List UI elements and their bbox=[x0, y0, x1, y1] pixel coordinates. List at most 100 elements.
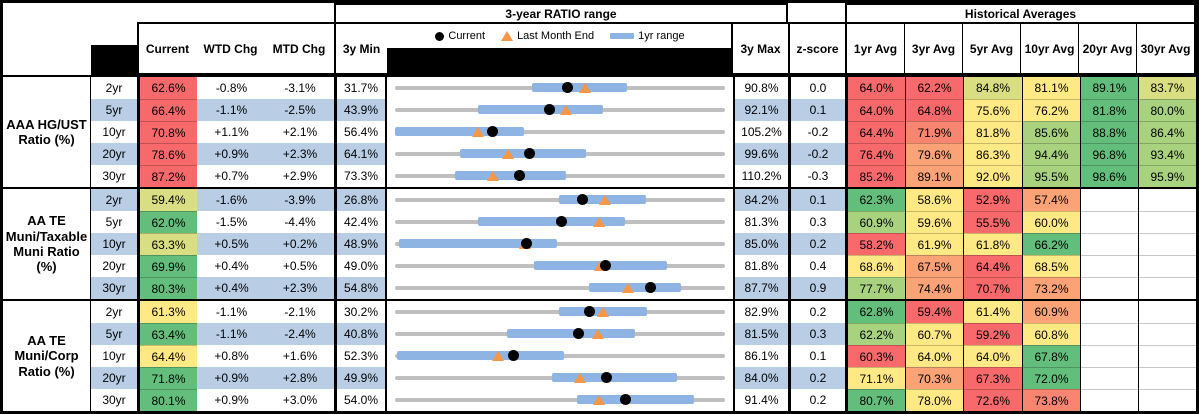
divider bbox=[1138, 389, 1139, 411]
table-row: 20yr 78.6% +0.9% +2.3% 64.1% 99.6% -0.2 76.4% 79… bbox=[91, 143, 1196, 165]
cell-10yr-avg: 73.8% bbox=[1023, 389, 1080, 411]
divider bbox=[1080, 189, 1081, 211]
cell-mtd-chg: -2.4% bbox=[266, 323, 334, 345]
group-label-line: (%) bbox=[36, 259, 57, 275]
cell-30yr-avg bbox=[1139, 211, 1196, 233]
last-month-end-marker bbox=[596, 307, 609, 317]
divider bbox=[1080, 77, 1081, 99]
table-row: 10yr 64.4% +0.8% +1.6% 52.3% 86.1% 0.1 60.3% 64.… bbox=[91, 345, 1196, 367]
one-year-range-bar bbox=[506, 329, 635, 338]
divider bbox=[733, 121, 735, 143]
divider bbox=[905, 301, 906, 323]
cell-3y-max: 105.2% bbox=[735, 121, 788, 143]
cell-10yr-avg: 73.2% bbox=[1023, 277, 1080, 299]
group-label-line: Muni/Taxable bbox=[5, 228, 88, 244]
divider bbox=[1022, 345, 1023, 367]
cell-mtd-chg: +3.0% bbox=[266, 389, 334, 411]
group-label-line: AAA HG/UST bbox=[6, 116, 87, 132]
cell-z-score: 0.1 bbox=[791, 99, 845, 121]
divider bbox=[788, 233, 791, 255]
cell-tenor: 30yr bbox=[91, 277, 137, 299]
current-marker bbox=[543, 104, 555, 115]
cell-3y-max: 87.7% bbox=[735, 277, 788, 299]
cell-current: 71.8% bbox=[140, 367, 197, 389]
divider bbox=[963, 277, 964, 299]
divider bbox=[1080, 255, 1081, 277]
divider bbox=[1080, 323, 1081, 345]
cell-3y-min: 73.3% bbox=[337, 165, 385, 187]
cell-20yr-avg bbox=[1081, 233, 1138, 255]
group-label: AA TE Muni/Corp Ratio (%) bbox=[3, 301, 90, 411]
divider bbox=[1022, 143, 1023, 165]
divider bbox=[733, 323, 735, 345]
divider bbox=[334, 389, 337, 411]
divider bbox=[137, 367, 140, 389]
cell-30yr-avg bbox=[1139, 277, 1196, 299]
cell-10yr-avg: 81.1% bbox=[1023, 77, 1080, 99]
cell-current: 87.2% bbox=[140, 165, 197, 187]
cell-30yr-avg bbox=[1139, 301, 1196, 323]
cell-1yr-avg: 58.2% bbox=[848, 233, 905, 255]
divider bbox=[845, 99, 848, 121]
range-chart-cell bbox=[387, 323, 733, 345]
cell-tenor: 20yr bbox=[91, 367, 137, 389]
divider bbox=[905, 165, 906, 187]
cell-10yr-avg: 60.9% bbox=[1023, 301, 1080, 323]
divider bbox=[905, 233, 906, 255]
divider bbox=[1022, 211, 1023, 233]
last-month-end-marker bbox=[491, 351, 504, 361]
cell-20yr-avg bbox=[1081, 277, 1138, 299]
divider bbox=[905, 121, 906, 143]
cell-3y-min: 40.8% bbox=[337, 323, 385, 345]
column-header-20yr-avg: 20yr Avg bbox=[1078, 24, 1136, 73]
divider bbox=[1138, 233, 1139, 255]
divider bbox=[1080, 367, 1081, 389]
cell-tenor: 10yr bbox=[91, 233, 137, 255]
divider bbox=[137, 143, 140, 165]
legend-item-current: Current bbox=[435, 30, 485, 42]
cell-z-score: 0.2 bbox=[791, 233, 845, 255]
divider bbox=[963, 255, 964, 277]
current-marker bbox=[576, 194, 588, 205]
cell-30yr-avg bbox=[1139, 255, 1196, 277]
cell-30yr-avg bbox=[1139, 323, 1196, 345]
cell-20yr-avg bbox=[1081, 345, 1138, 367]
cell-3yr-avg: 71.9% bbox=[906, 121, 963, 143]
cell-3yr-avg: 61.9% bbox=[906, 233, 963, 255]
current-marker bbox=[584, 306, 596, 317]
group-label: AA TE Muni/Taxable Muni Ratio (%) bbox=[3, 189, 90, 299]
cell-20yr-avg bbox=[1081, 367, 1138, 389]
divider bbox=[385, 345, 387, 367]
cell-tenor: 20yr bbox=[91, 255, 137, 277]
one-year-range-bar bbox=[477, 105, 604, 114]
divider bbox=[963, 99, 964, 121]
divider bbox=[1080, 301, 1081, 323]
divider bbox=[905, 367, 906, 389]
cell-5yr-avg: 81.8% bbox=[964, 121, 1022, 143]
divider bbox=[905, 389, 906, 411]
cell-current: 61.3% bbox=[140, 301, 197, 323]
cell-30yr-avg bbox=[1139, 189, 1196, 211]
divider bbox=[963, 323, 964, 345]
cell-1yr-avg: 71.1% bbox=[848, 367, 905, 389]
cell-3y-min: 42.4% bbox=[337, 211, 385, 233]
cell-wtd-chg: -1.1% bbox=[197, 99, 266, 121]
current-marker bbox=[599, 260, 611, 271]
cell-30yr-avg: 83.7% bbox=[1139, 77, 1196, 99]
cell-10yr-avg: 67.8% bbox=[1023, 345, 1080, 367]
table-row: 30yr 80.1% +0.9% +3.0% 54.0% 91.4% 0.2 80.7% 78.… bbox=[91, 389, 1196, 411]
cell-tenor: 10yr bbox=[91, 121, 137, 143]
cell-mtd-chg: -2.5% bbox=[266, 99, 334, 121]
range-chart-cell bbox=[387, 367, 733, 389]
divider bbox=[845, 143, 848, 165]
cell-3yr-avg: 78.0% bbox=[906, 389, 963, 411]
divider bbox=[905, 211, 906, 233]
cell-10yr-avg: 60.8% bbox=[1023, 323, 1080, 345]
cell-3y-min: 48.9% bbox=[337, 233, 385, 255]
average-cells: 60.9% 59.6% 55.5% 60.0% bbox=[848, 211, 1196, 233]
cell-current: 62.6% bbox=[140, 77, 197, 99]
cell-5yr-avg: 52.9% bbox=[964, 189, 1022, 211]
change-columns-header: Current WTD Chg MTD Chg bbox=[137, 22, 337, 75]
table-row: 2yr 59.4% -1.6% -3.9% 26.8% 84.2% 0.1 62.3% 58.6… bbox=[91, 189, 1196, 211]
cell-current: 69.9% bbox=[140, 255, 197, 277]
